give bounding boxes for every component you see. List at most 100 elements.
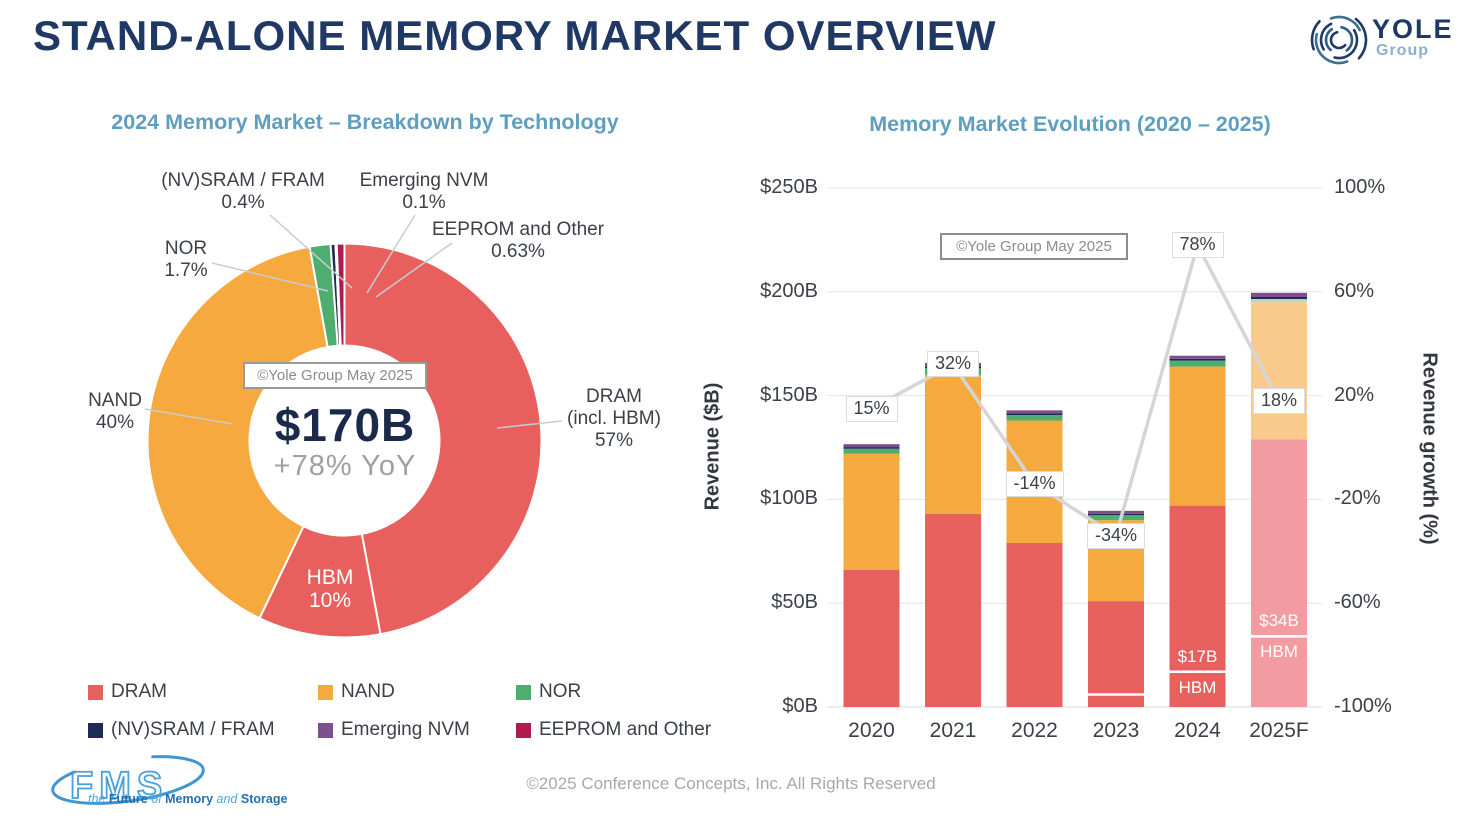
x-tick-2025F: 2025F [1249, 719, 1309, 742]
bar-segment--nv-sram-fram [1251, 296, 1307, 300]
legend-item-eeprom-other: EEPROM and Other [516, 719, 711, 741]
bar-segment-nand [843, 453, 900, 570]
legend-swatch-eeprom-other [516, 722, 531, 738]
bar-segment-nor [1088, 515, 1144, 521]
bar-segment-emerging-nvm [1088, 510, 1144, 514]
fms-tagline-word: Memory [165, 792, 217, 806]
legend-swatch-emerging-nvm [318, 722, 333, 738]
callout-leader-line [366, 214, 416, 294]
hbm-slice-pct: 10% [308, 589, 352, 612]
y-tick-right: -20% [1334, 487, 1381, 510]
callout-nor: NOR 1.7% [136, 238, 236, 282]
bar-segment--nv-sram-fram [843, 447, 900, 449]
legend-label: NAND [341, 681, 395, 702]
growth-label-2024: 78% [1171, 232, 1224, 259]
hbm-slice-label: HBM 10% [290, 566, 370, 612]
x-tick-2021: 2021 [929, 719, 977, 742]
bar-chart-canvas [828, 187, 1322, 708]
hbm-value-label: $34B [1259, 611, 1299, 631]
bar-segment-emerging-nvm [1169, 355, 1226, 359]
hbm-slice-name: HBM [306, 566, 354, 589]
callout-value: 1.7% [164, 260, 208, 281]
callout-label: NOR [164, 238, 208, 259]
donut-chart-title: 2024 Memory Market – Breakdown by Techno… [111, 110, 619, 134]
bar-segment-emerging-nvm [1251, 292, 1307, 297]
y-tick-right: 100% [1334, 176, 1386, 198]
callout-value: 0.63% [491, 241, 545, 262]
x-tick-2020: 2020 [848, 719, 895, 742]
callout-label: (NV)SRAM / FRAM [161, 170, 325, 191]
legend-label: EEPROM and Other [539, 719, 712, 740]
y-tick-left: $250B [760, 176, 818, 198]
svg-text:FMS: FMS [70, 765, 168, 807]
y-tick-right: 20% [1334, 383, 1375, 406]
page-title: STAND-ALONE MEMORY MARKET OVERVIEW [33, 12, 997, 59]
fms-tagline: the Future of Memory and Storage [88, 792, 287, 806]
legend-item-emerging-nvm: Emerging NVM [318, 719, 470, 741]
legend-label: NOR [539, 681, 582, 702]
callout-value: 0.4% [221, 192, 265, 213]
bar-segment-dram [1088, 601, 1144, 707]
hbm-name-label: HBM [1178, 677, 1217, 697]
x-tick-2024: 2024 [1174, 719, 1221, 742]
callout-label: EEPROM and Other [431, 219, 605, 240]
bar-segment-dram [925, 513, 981, 707]
yole-logo-subtext: Group [1376, 42, 1429, 59]
callout-value: 40% [95, 412, 135, 433]
legend-item-nor: NOR [516, 681, 581, 703]
fms-tagline-word: Storage [240, 792, 288, 806]
y-tick-left: $50B [771, 591, 818, 614]
bar-segment-dram [843, 569, 900, 707]
bar-segment-dram [1169, 505, 1226, 707]
y-axis-title-growth: Revenue growth (%) [1418, 352, 1441, 545]
growth-label-2023: -34% [1086, 522, 1146, 549]
y-tick-right: -60% [1334, 591, 1381, 614]
growth-label-2022: -14% [1005, 470, 1064, 497]
callout-label: NAND [88, 390, 142, 411]
growth-label-2025F: 18% [1252, 387, 1306, 414]
legend-item-dram: DRAM [88, 681, 167, 703]
callout-nand: NAND 40% [55, 390, 175, 434]
bar-segment--nv-sram-fram [1088, 513, 1144, 516]
y-tick-right: -100% [1334, 695, 1392, 717]
callout-emerging-nvm: Emerging NVM 0.1% [339, 170, 509, 214]
callout-leader-line [496, 420, 563, 429]
bar-segment-nor [1251, 299, 1307, 303]
legend-swatch-nand [318, 684, 333, 700]
fms-logo: FMS [51, 755, 205, 808]
callout-eeprom-other: EEPROM and Other 0.63% [418, 219, 618, 263]
callout-leader-line [269, 214, 353, 289]
donut-chart [144, 214, 563, 663]
bar-segment-nor [843, 448, 900, 454]
legend-label: Emerging NVM [341, 719, 470, 740]
bar-segment--nv-sram-fram [1169, 358, 1226, 361]
callout-label: DRAM [586, 386, 642, 407]
growth-label-2020: 15% [845, 395, 898, 422]
callout-nvsram-fram: (NV)SRAM / FRAM 0.4% [158, 170, 328, 214]
y-tick-left: $100B [760, 487, 818, 510]
fms-tagline-word: Future [108, 792, 152, 806]
yole-group-logo-icon [1310, 11, 1368, 69]
callout-dram: DRAM (incl. HBM) 57% [540, 386, 688, 452]
footer-copyright: ©2025 Conference Concepts, Inc. All Righ… [526, 774, 936, 793]
legend-label: DRAM [111, 681, 167, 702]
yole-watermark-box: ©Yole Group May 2025 [243, 362, 427, 389]
legend-swatch-nvsram-fram [88, 722, 103, 738]
legend-swatch-nor [516, 684, 531, 700]
callout-label: Emerging NVM [359, 170, 489, 191]
bar-chart: $0B -100% $50B -60% $100B -20% $150B 20% $200B 60… [700, 150, 1458, 790]
hbm-divider-line [379, 633, 388, 663]
yole-watermark-box: ©Yole Group May 2025 [940, 233, 1128, 260]
legend-swatch-dram [88, 684, 103, 700]
bar-segment-nand [1169, 366, 1226, 506]
fms-tagline-word: the [88, 792, 109, 806]
bar-segment-nor [1169, 360, 1226, 367]
y-tick-left: $0B [782, 695, 818, 717]
callout-value: 57% [594, 430, 634, 451]
legend-label: (NV)SRAM / FRAM [111, 719, 275, 740]
bar-segment-nand [1251, 302, 1307, 440]
hbm-value-label: $17B [1177, 646, 1218, 666]
y-tick-left: $150B [760, 383, 818, 406]
legend-item-nand: NAND [318, 681, 395, 703]
